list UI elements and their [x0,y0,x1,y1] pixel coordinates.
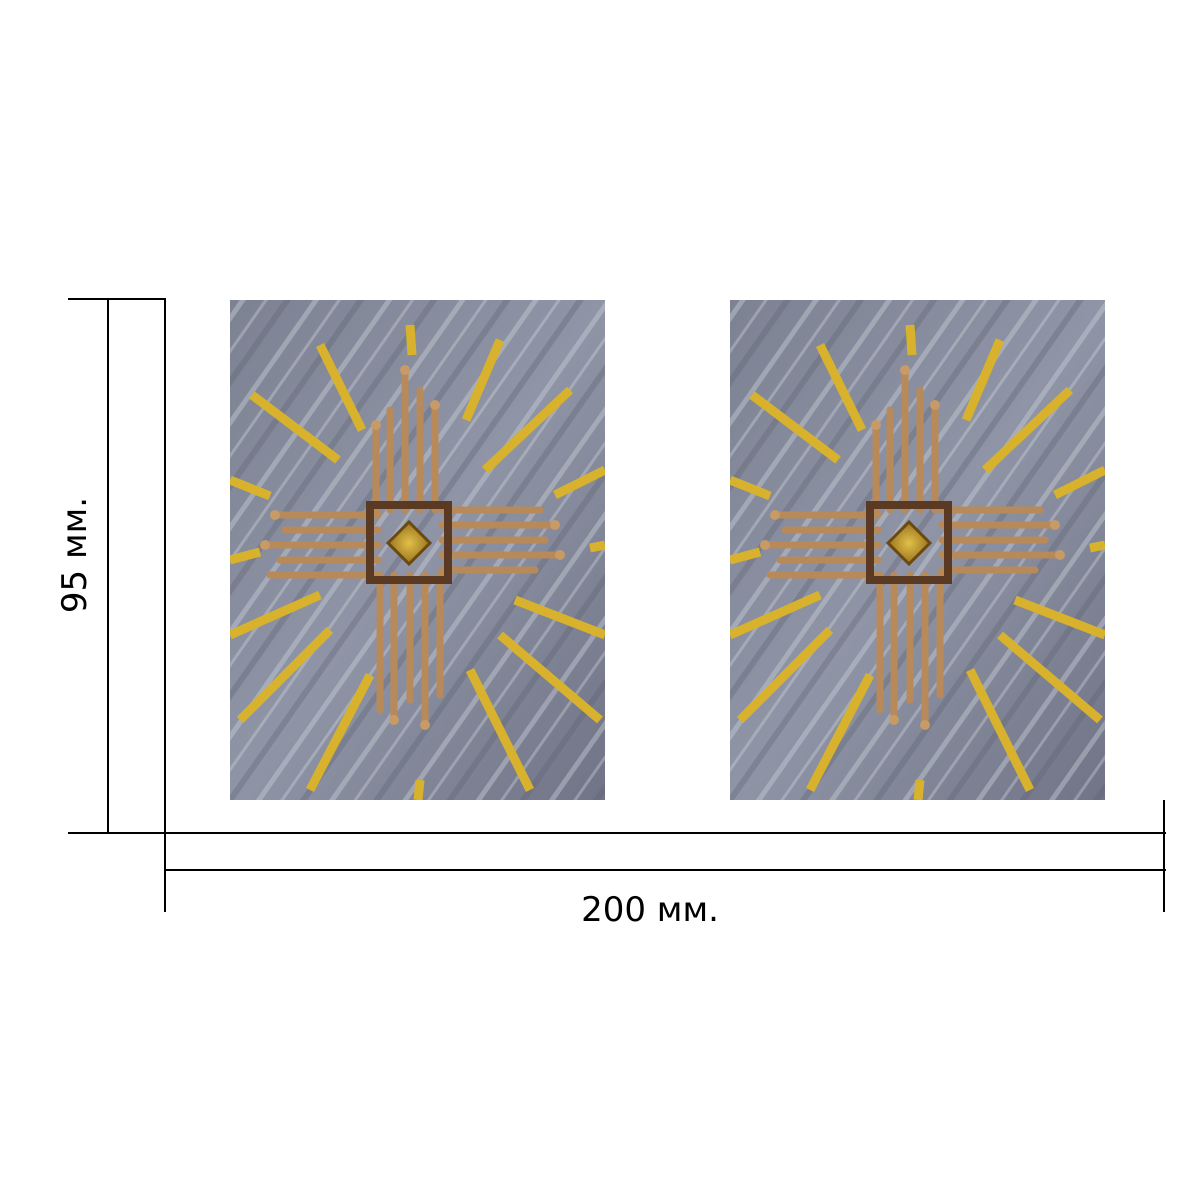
width-dimension-line-upper [164,832,1166,834]
cross-tile-image [230,300,605,800]
cross-tile-image [730,300,1105,800]
width-dimension-line-lower [164,869,1166,871]
left-tile [230,300,605,800]
height-label: 95 мм. [55,496,95,614]
height-tick-top [68,298,166,300]
height-tick-bottom [68,832,166,834]
width-label: 200 мм. [581,890,719,930]
right-tile [730,300,1105,800]
width-tick-right [1163,800,1165,912]
width-tick-left [164,800,166,912]
height-dimension-line-outer [107,298,109,834]
height-dimension-line-inner [164,298,166,834]
